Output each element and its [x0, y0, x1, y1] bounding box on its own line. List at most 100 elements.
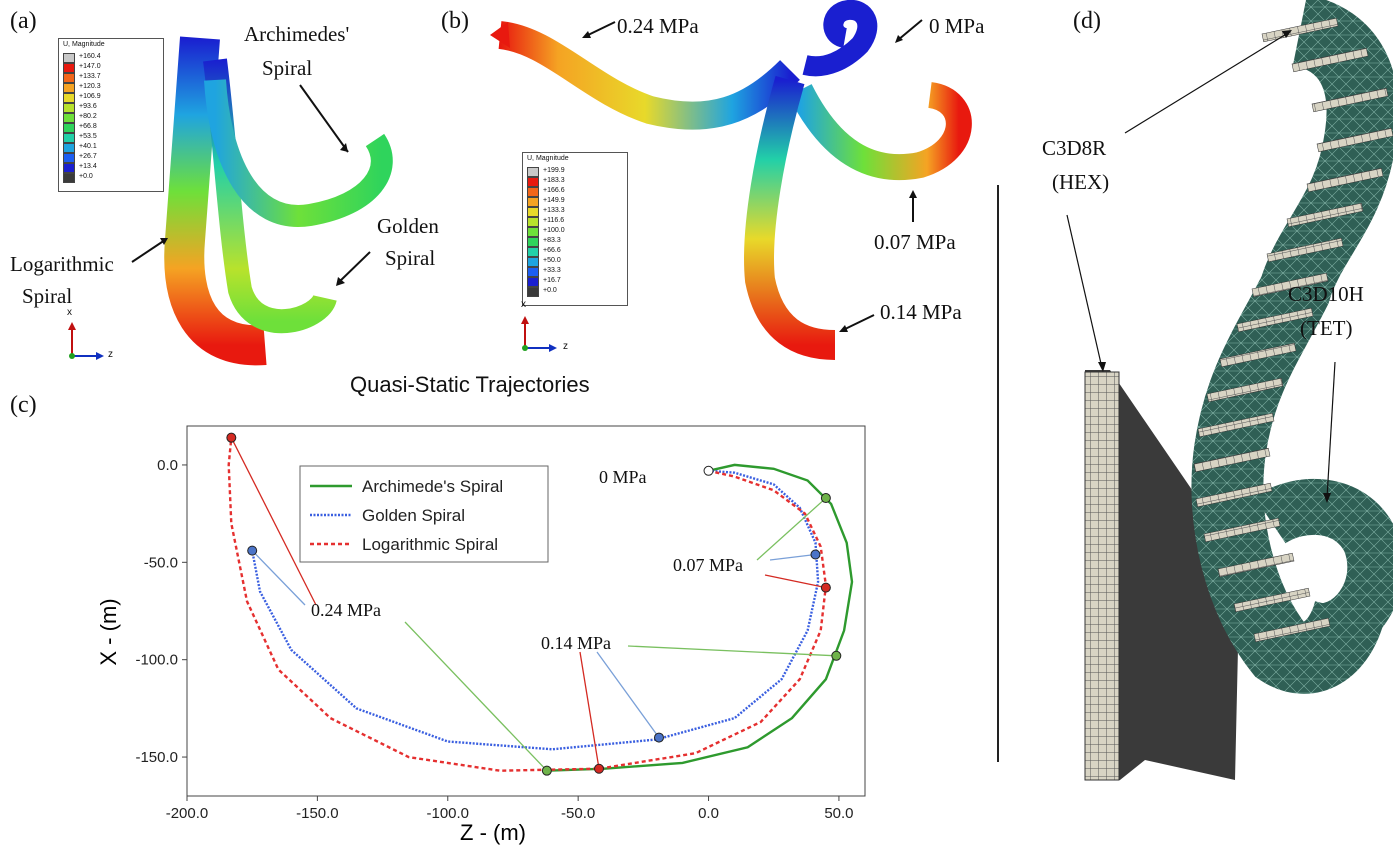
legend-value: +106.9 [79, 93, 101, 101]
legend-swatch [527, 176, 539, 187]
hex-band [1253, 617, 1331, 643]
legend-swatch [527, 186, 539, 197]
legend-value: +160.4 [79, 53, 101, 61]
y-tick-label: -50.0 [144, 554, 178, 571]
legend-value: +16.7 [543, 277, 561, 285]
legend-value: +166.6 [543, 187, 565, 195]
legend-entry: +0.0 [527, 286, 623, 297]
legend-title: U, Magnitude [63, 41, 105, 48]
legend-value: +147.0 [79, 63, 101, 71]
legend-entry: +33.3 [527, 266, 623, 277]
trajectory-chart: -200.0 -150.0 -100.0 -50.0 0.0 50.0 0.0 -50.0 -1… [96, 425, 866, 845]
legend-swatch [527, 226, 539, 237]
legend-value: +13.4 [79, 163, 97, 171]
legend-value: +116.6 [543, 217, 565, 225]
legend-value: +33.3 [543, 267, 561, 275]
legend-entry: +50.0 [527, 256, 623, 267]
golden-spiral-arm [203, 58, 337, 333]
legend-swatch [527, 246, 539, 257]
x-tick-label: -100.0 [426, 805, 469, 822]
label-tet: (TET) [1300, 316, 1353, 340]
hex-band [1219, 342, 1297, 368]
axis-z-label-b: z [563, 341, 568, 352]
chart-legend [299, 465, 549, 563]
legend-value: +133.3 [543, 207, 565, 215]
hex-band [1233, 587, 1311, 613]
hex-band [1251, 272, 1329, 298]
legend-entry: +66.8 [63, 122, 159, 133]
legend-swatch [527, 166, 539, 177]
y-tick-label: 0.0 [157, 457, 178, 474]
legend-value: +50.0 [543, 257, 561, 265]
legend-label: Logarithmic Spiral [362, 535, 498, 554]
hex-band [1311, 87, 1389, 113]
legend-value: +83.3 [543, 237, 561, 245]
label-hex: (HEX) [1052, 170, 1110, 194]
label-b-014: 0.14 MPa [880, 300, 962, 324]
label-logarithmic-2: Spiral [22, 284, 73, 308]
legend-title: U, Magnitude [527, 155, 569, 162]
annotation-leader [404, 621, 548, 772]
label-b-024: 0.24 MPa [617, 14, 699, 38]
legend-value: +133.7 [79, 73, 101, 81]
data-marker [810, 549, 821, 560]
tet-spiral-end [1254, 478, 1393, 660]
legend-value: +53.5 [79, 133, 97, 141]
data-marker [820, 582, 831, 593]
data-marker [820, 493, 831, 504]
hex-band [1286, 202, 1364, 228]
axis-x-label-a: x [67, 307, 72, 318]
legend-swatch [63, 82, 75, 93]
legend-swatch [527, 276, 539, 287]
legend-value: +120.3 [79, 83, 101, 91]
x-tick-label: -50.0 [561, 805, 595, 822]
legend-value: +40.1 [79, 143, 97, 151]
legend-entry: +166.6 [527, 186, 623, 197]
chart-annot-014mpa: 0.14 MPa [541, 633, 612, 653]
label-b-007: 0.07 MPa [874, 230, 956, 254]
archimedes-spiral-arm [204, 79, 393, 227]
legend-swatch [63, 142, 75, 153]
legend-entry: +26.7 [63, 152, 159, 163]
data-marker [653, 732, 664, 743]
legend-value: +0.0 [543, 287, 557, 295]
legend-value: +183.3 [543, 177, 565, 185]
legend-entry: +40.1 [63, 142, 159, 153]
legend-swatch [63, 72, 75, 83]
x-tick-label: 50.0 [824, 805, 853, 822]
series-line [546, 463, 854, 772]
panel-c-tag: (c) [10, 392, 37, 418]
legend-value: +199.9 [543, 167, 565, 175]
legend-value: +93.6 [79, 103, 97, 111]
legend-entry: +16.7 [527, 276, 623, 287]
legend-entry: +83.3 [527, 236, 623, 247]
legend-value: +100.0 [543, 227, 565, 235]
annotation-leader [596, 651, 660, 738]
legend-swatch [63, 122, 75, 133]
legend-entry: +106.9 [63, 92, 159, 103]
panel-a-color-legend: U, Magnitude +160.4 +147.0 +133.7 +120.3 +10… [58, 38, 164, 192]
annotation-leader [230, 437, 317, 606]
label-c3d10h: C3D10H [1288, 282, 1364, 306]
hex-band [1266, 237, 1344, 263]
legend-entry: +13.4 [63, 162, 159, 173]
legend-value: +66.6 [543, 247, 561, 255]
legend-swatch [527, 256, 539, 267]
legend-swatch [63, 152, 75, 163]
legend-swatch [527, 236, 539, 247]
hex-block [1084, 371, 1120, 781]
legend-swatch [527, 206, 539, 217]
legend-label: Archimede's Spiral [362, 477, 503, 496]
legend-value: +149.9 [543, 197, 565, 205]
chart-annot-007mpa: 0.07 MPa [673, 555, 744, 575]
data-marker [247, 545, 258, 556]
panel-a-tag: (a) [10, 8, 37, 34]
annotation-leader [764, 574, 827, 589]
y-tick-label: -150.0 [135, 749, 178, 766]
legend-value: +0.0 [79, 173, 93, 181]
label-logarithmic-1: Logarithmic [10, 252, 114, 276]
label-c3d8r: C3D8R [1042, 136, 1107, 160]
hex-band [1306, 167, 1384, 193]
legend-entry: +160.4 [63, 52, 159, 63]
x-tick-label: -200.0 [166, 805, 209, 822]
